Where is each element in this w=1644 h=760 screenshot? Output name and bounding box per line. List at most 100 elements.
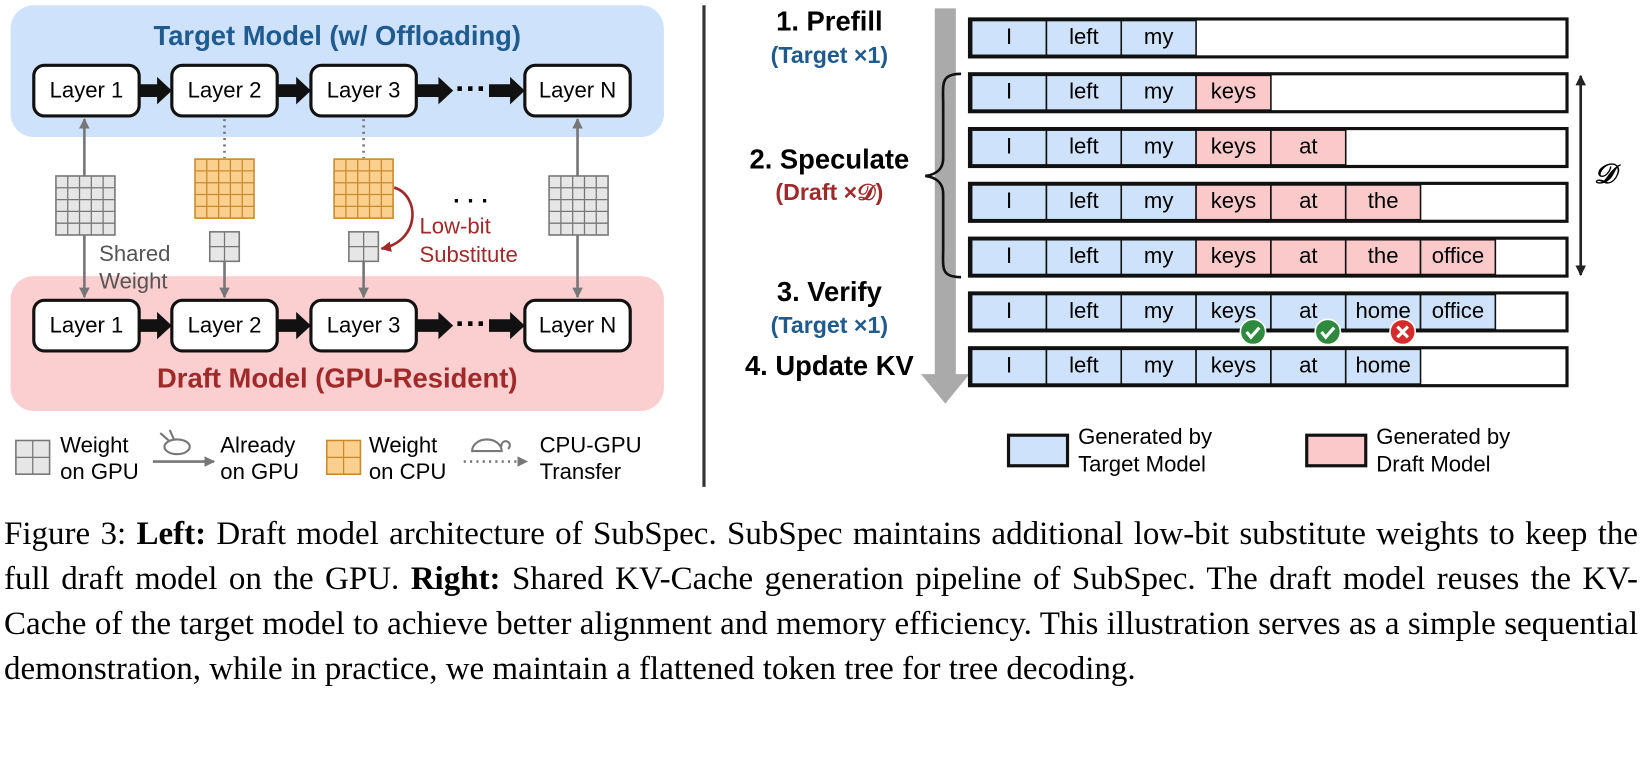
legend-label: Weight (369, 433, 437, 458)
token-text: my (1144, 133, 1174, 158)
quantize-arrow (380, 186, 414, 252)
token-text: I (1006, 79, 1012, 104)
token-cell (1045, 238, 1123, 276)
token-text: at (1299, 353, 1317, 378)
token-text: my (1144, 298, 1174, 323)
token-cell (970, 74, 1048, 111)
token-cell (1195, 348, 1272, 385)
token-text: I (1006, 24, 1012, 49)
token-text: keys (1211, 353, 1256, 378)
flow-arrow (277, 76, 311, 105)
target-title: Target Model (w/ Offloading) (154, 20, 522, 51)
token-cell (1270, 184, 1347, 221)
token-text: I (1006, 353, 1012, 378)
token-text: my (1144, 24, 1174, 49)
legend-label: Generated by (1376, 424, 1511, 449)
step-note: (Target ×1) (771, 42, 888, 68)
token-text: office (1432, 298, 1484, 323)
token-text: at (1299, 133, 1317, 158)
step-note: (Draft ×𝒟) (775, 179, 883, 205)
token-cell (1419, 293, 1497, 331)
layer-label: Layer N (539, 313, 616, 338)
token-text: office (1432, 243, 1484, 268)
flow-arrow (489, 311, 525, 340)
weight-grid (333, 158, 394, 219)
speculate-brace (925, 72, 962, 279)
step-title: 2. Speculate (749, 143, 909, 174)
verify-badge (1314, 318, 1342, 346)
verify-badge (1239, 318, 1267, 346)
legend-label: Target Model (1078, 452, 1206, 477)
token-cell (1344, 184, 1422, 221)
layer-label: Layer 3 (327, 313, 401, 338)
legend-swatch (1305, 433, 1368, 468)
token-text: left (1069, 353, 1099, 378)
flow-arrow (139, 76, 172, 105)
verify-icon (1320, 326, 1336, 340)
layer-label: Layer 2 (188, 78, 262, 103)
token-text: my (1144, 79, 1174, 104)
token-cell (1045, 19, 1123, 57)
caption: Figure 3: Left: Draft model architecture… (4, 512, 1638, 692)
token-text: I (1006, 188, 1012, 213)
token-text: left (1069, 298, 1099, 323)
token-cell (1045, 74, 1123, 111)
legend-label: on GPU (60, 459, 139, 484)
token-text: keys (1211, 298, 1256, 323)
step-title: 3. Verify (777, 276, 883, 307)
rabbit-ears (159, 429, 175, 442)
layer-label: Layer N (539, 78, 616, 103)
legend-label: Already (220, 433, 296, 458)
flow-arrow (416, 311, 454, 340)
token-text: the (1368, 243, 1399, 268)
token-text: left (1069, 79, 1099, 104)
caption-right-text: Shared KV-Cache generation pipeline of S… (4, 561, 1639, 687)
layer-label: Layer 2 (188, 313, 262, 338)
caption-left-text: Draft model architecture of SubSpec. Sub… (4, 516, 1639, 597)
token-text: my (1144, 353, 1174, 378)
token-text: keys (1211, 243, 1256, 268)
legend-label: on CPU (369, 459, 446, 484)
low-bit-label: Low-bit (419, 213, 490, 238)
token-text: left (1069, 24, 1099, 49)
token-text: keys (1211, 188, 1256, 213)
caption-right-label: Right: (410, 561, 501, 597)
token-cell (970, 19, 1048, 57)
flow-arrow (416, 76, 454, 105)
token-cell (1120, 293, 1197, 331)
legend-label: CPU-GPU (540, 433, 642, 458)
shared-weight-label: Weight (99, 268, 167, 293)
token-text: I (1006, 133, 1012, 158)
token-text: home (1355, 353, 1410, 378)
token-cell (1270, 348, 1347, 385)
token-cell (1120, 184, 1197, 221)
legend-swatch (1006, 433, 1070, 468)
layer-ellipsis: ··· (455, 305, 487, 341)
token-cell (970, 129, 1048, 166)
weight-grid (55, 175, 116, 236)
token-cell (970, 184, 1048, 221)
token-cell (1045, 348, 1123, 385)
weight-grid (194, 158, 255, 219)
legend-label: Transfer (540, 459, 622, 484)
token-text: my (1144, 188, 1174, 213)
token-cell (1270, 238, 1347, 276)
caption-figure: Figure 3: (4, 516, 127, 552)
flow-arrow (139, 311, 172, 340)
layer-ellipsis: ··· (455, 70, 487, 106)
weight-grid (548, 175, 609, 236)
layer-label: Layer 3 (327, 78, 401, 103)
token-text: I (1006, 298, 1012, 323)
low-bit-label: Substitute (419, 242, 517, 267)
token-text: at (1299, 298, 1317, 323)
token-text: at (1299, 243, 1317, 268)
step-note: (Target ×1) (771, 312, 888, 338)
layer-label: Layer 1 (50, 313, 124, 338)
time-arrow (921, 8, 970, 404)
token-cell (1120, 74, 1197, 111)
token-cell (1045, 184, 1123, 221)
draft-title: Draft Model (GPU-Resident) (157, 363, 517, 394)
token-cell (1195, 238, 1272, 276)
flow-arrow (489, 76, 525, 105)
